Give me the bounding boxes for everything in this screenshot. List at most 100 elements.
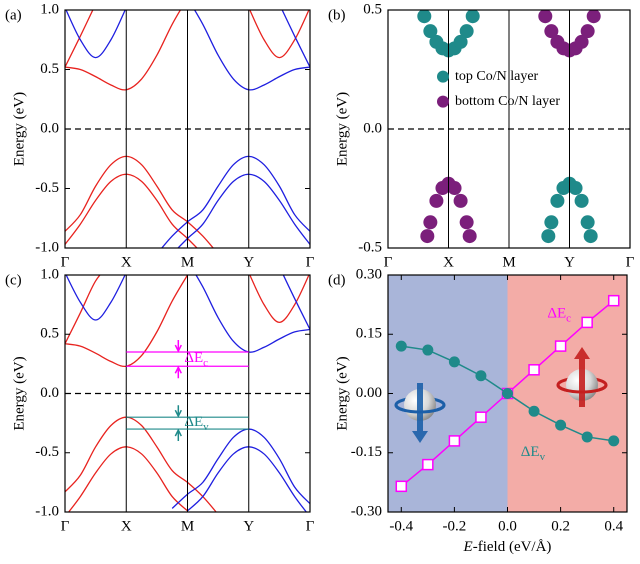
shaded-region (388, 275, 508, 512)
plot-area (417, 10, 601, 244)
data-point (395, 340, 407, 352)
x-tick-label: 0.2 (551, 518, 570, 534)
y-tick-label: 0.0 (363, 120, 382, 136)
y-axis-label: Energy (eV) (334, 92, 350, 166)
band-line (249, 10, 310, 59)
legend-marker (437, 70, 449, 83)
data-point (544, 24, 559, 39)
spin-arrow (574, 347, 590, 407)
legend-label: top Co/N layer (455, 69, 539, 84)
y-tick-label: -1.0 (35, 503, 59, 519)
y-tick-label: -0.15 (351, 444, 382, 460)
data-point (422, 458, 434, 471)
data-point (423, 215, 438, 230)
panel-label: (d) (328, 272, 346, 288)
y-tick-label: 0.15 (356, 326, 382, 342)
y-axis-label: Energy (eV) (11, 356, 27, 430)
legend-label: bottom Co/N layer (455, 94, 560, 109)
y-tick-label: -0.30 (351, 503, 382, 519)
panel-label: (a) (5, 7, 22, 23)
y-tick-label: -0.5 (35, 180, 59, 196)
y-tick-label: 0.30 (356, 266, 382, 282)
data-point (541, 229, 556, 244)
x-tick-label: M (181, 254, 194, 270)
spin-arrow (412, 383, 428, 443)
band-line (65, 155, 215, 248)
y-tick-label: 0.00 (356, 385, 382, 401)
band-line (171, 428, 310, 509)
band-line (65, 275, 101, 345)
annotation-arrow (174, 365, 182, 379)
data-point (422, 344, 434, 356)
data-point (475, 411, 487, 423)
data-point (528, 364, 540, 376)
band-line (65, 10, 94, 68)
y-tick-label: 0.0 (40, 120, 59, 136)
plot-frame (64, 9, 311, 249)
data-point (475, 370, 487, 382)
data-point (429, 193, 444, 208)
x-tick-label: 0.4 (604, 518, 623, 534)
band-line (65, 10, 126, 59)
x-tick-label: Γ (306, 254, 315, 270)
y-tick-label: 1.0 (40, 266, 59, 282)
x-tick-label: Y (243, 254, 254, 270)
panel-label: (b) (328, 7, 346, 23)
data-point (447, 181, 462, 196)
data-point (607, 294, 620, 307)
band-line (282, 275, 310, 330)
data-point (568, 181, 583, 196)
data-point (608, 435, 620, 447)
plot-frame (387, 274, 628, 513)
data-point (583, 229, 598, 244)
y-tick-label: -1.0 (35, 239, 59, 255)
data-point (580, 24, 595, 39)
y-tick-label: 0.5 (40, 326, 59, 342)
data-point (581, 316, 593, 329)
data-point (448, 356, 460, 368)
band-line (177, 173, 310, 248)
x-tick-label: X (121, 518, 132, 534)
y-tick-label: 0.5 (363, 1, 382, 17)
data-point (544, 215, 559, 230)
x-tick-label: Γ (306, 518, 315, 534)
y-axis-label: Energy (eV) (11, 92, 27, 166)
x-tick-label: Γ (384, 254, 393, 270)
data-point (395, 480, 408, 493)
band-line (65, 173, 198, 248)
legend-marker (437, 95, 449, 108)
annotation-arrow (174, 405, 182, 418)
x-tick-label: Y (564, 254, 575, 270)
x-tick-label: X (121, 254, 132, 270)
data-point (420, 229, 435, 244)
data-point (586, 10, 601, 24)
annotation-arrow (174, 428, 182, 442)
panel-label: (c) (5, 272, 22, 288)
data-point (555, 419, 567, 431)
data-point (574, 193, 589, 208)
data-point (453, 193, 468, 208)
data-point (550, 193, 565, 208)
x-tick-label: -0.2 (443, 518, 467, 534)
data-point (459, 215, 474, 230)
shaded-region (507, 275, 627, 512)
annotation-label: ΔEc (184, 351, 208, 369)
y-tick-label: 1.0 (40, 1, 59, 17)
plot-frame (64, 274, 311, 513)
data-point (465, 10, 480, 24)
data-point (417, 10, 432, 24)
data-point (448, 435, 461, 447)
band-line (281, 10, 310, 68)
band-line (65, 416, 217, 512)
x-tick-label: -0.4 (389, 518, 413, 534)
y-axis-label: Energy (eV) (334, 356, 350, 430)
data-point (502, 388, 513, 399)
data-point (581, 431, 593, 443)
plot-frame (387, 9, 631, 249)
data-point (528, 405, 540, 417)
y-tick-label: -0.5 (35, 444, 59, 460)
data-point (580, 215, 595, 230)
x-axis-label: E-field (eV/Å) (463, 539, 552, 555)
